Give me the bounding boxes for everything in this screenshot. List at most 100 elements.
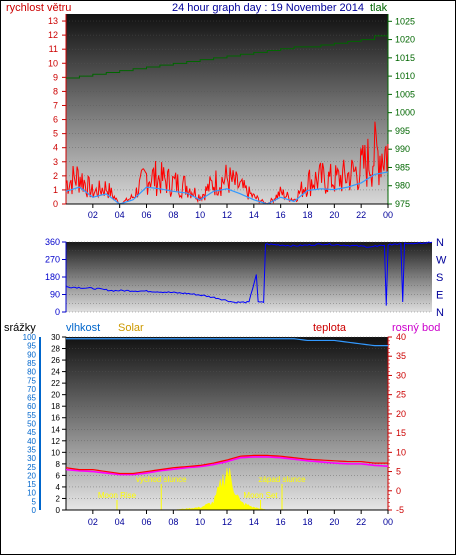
wind-axis-label: 9 — [53, 72, 58, 82]
direction-axis-label: 360 — [45, 237, 60, 247]
humidity-axis-label: 10 — [51, 448, 60, 457]
x-axis-label: 04 — [115, 517, 125, 527]
compass-label: N — [436, 237, 444, 249]
direction-axis-label: 180 — [45, 272, 60, 282]
wind-axis-label: 7 — [53, 100, 58, 110]
x-axis-label: 18 — [302, 210, 312, 220]
rain-axis-label: 60 — [27, 402, 36, 411]
humidity-axis-label: 24 — [51, 368, 60, 377]
temperature-axis-label: -5 — [396, 505, 404, 515]
x-axis-label: 20 — [329, 210, 339, 220]
humidity-axis-label: 20 — [51, 391, 60, 400]
rain-label: srážky — [4, 322, 36, 334]
x-axis-label: 22 — [356, 210, 366, 220]
compass-label: W — [436, 255, 447, 267]
wind-axis-label: 6 — [53, 115, 58, 125]
x-axis-label: 16 — [276, 210, 286, 220]
sunset-annotation: západ slunce — [258, 475, 306, 484]
temperature-axis-label: 30 — [396, 370, 406, 380]
pressure-series — [66, 34, 389, 79]
humidity-axis-label: 4 — [56, 483, 61, 492]
rain-axis-label: 75 — [27, 376, 36, 385]
rain-axis-label: 100 — [23, 333, 37, 342]
temperature-series — [65, 454, 388, 475]
direction-axis-label: 270 — [45, 255, 60, 265]
x-axis-label: 22 — [356, 517, 366, 527]
x-axis-label: 14 — [249, 210, 259, 220]
wind-axis-label: 1 — [53, 185, 58, 195]
rain-axis-label: 50 — [27, 420, 36, 429]
x-axis-label: 10 — [195, 517, 205, 527]
wind-axis-label: 5 — [53, 129, 58, 139]
rain-axis-label: 95 — [27, 342, 36, 351]
humidity-series — [66, 338, 388, 347]
direction-axis-label: 0 — [55, 307, 60, 317]
x-axis-label: 02 — [88, 210, 98, 220]
wind-direction-series — [65, 241, 433, 306]
wind-axis-label: 3 — [53, 157, 58, 167]
pressure-axis-label: 975 — [395, 199, 410, 209]
pressure-axis-label: 1000 — [395, 108, 415, 118]
wind-axis-label: 2 — [53, 171, 58, 181]
humidity-axis-label: 8 — [56, 460, 61, 469]
wind-axis-label: 13 — [48, 16, 58, 26]
humidity-axis-label: 6 — [56, 471, 61, 480]
humidity-axis-label: 12 — [51, 437, 60, 446]
compass-label: N — [436, 307, 444, 319]
x-axis-label: 12 — [222, 210, 232, 220]
rain-axis-label: 20 — [27, 471, 36, 480]
pressure-axis-label: 1005 — [395, 89, 415, 99]
compass-label: S — [436, 272, 443, 284]
temperature-axis-label: 10 — [396, 447, 406, 457]
moon-rise-annotation: Moon Rise — [98, 491, 137, 500]
rain-axis-label: 35 — [27, 445, 36, 454]
wind-axis-label: 4 — [53, 143, 58, 153]
humidity-axis-label: 2 — [56, 494, 61, 503]
humidity-axis-label: 16 — [51, 414, 60, 423]
rain-axis-label: 0 — [32, 506, 37, 515]
x-axis-label: 00 — [383, 517, 393, 527]
wind-axis-label: 8 — [53, 86, 58, 96]
pressure-axis-label: 1025 — [395, 16, 415, 26]
rain-axis-label: 10 — [27, 489, 36, 498]
wind-axis-label: 11 — [49, 44, 58, 54]
temperature-axis-label: 0 — [396, 486, 401, 496]
wind-axis-label: 12 — [48, 30, 58, 40]
temperature-axis-label: 40 — [396, 332, 406, 342]
dew-point-label: rosný bod — [392, 322, 440, 334]
humidity-axis-label: 18 — [51, 402, 60, 411]
x-axis-label: 00 — [383, 210, 393, 220]
rain-axis-label: 5 — [32, 497, 37, 506]
rain-axis-label: 80 — [27, 368, 36, 377]
pressure-axis-label: 980 — [395, 181, 410, 191]
direction-axis-label: 90 — [50, 290, 60, 300]
temperature-axis-label: 5 — [396, 467, 401, 477]
x-axis-label: 06 — [141, 210, 151, 220]
temperature-axis-label: 25 — [396, 390, 406, 400]
pressure-axis-label: 1015 — [395, 53, 415, 63]
temperature-axis-label: 20 — [396, 409, 406, 419]
x-axis-label: 16 — [276, 517, 286, 527]
dew-point-series — [65, 456, 389, 476]
sunrise-annotation: východ slunce — [136, 475, 187, 484]
temperature-label: teplota — [313, 322, 347, 334]
humidity-axis-label: 22 — [51, 379, 60, 388]
x-axis-label: 18 — [302, 517, 312, 527]
chart-title: 24 hour graph day : 19 November 2014 — [172, 2, 364, 14]
rain-axis-label: 25 — [27, 463, 36, 472]
humidity-axis-label: 28 — [51, 345, 60, 354]
x-axis-label: 04 — [115, 210, 125, 220]
humidity-axis-label: 30 — [51, 333, 60, 342]
x-axis-label: 08 — [168, 210, 178, 220]
wind-axis-label: 0 — [53, 199, 58, 209]
x-axis-label: 12 — [222, 517, 232, 527]
x-axis-label: 02 — [88, 517, 98, 527]
x-axis-label: 06 — [141, 517, 151, 527]
pressure-axis-label: 995 — [395, 126, 410, 136]
rain-axis-label: 70 — [27, 385, 36, 394]
x-axis-label: 10 — [195, 210, 205, 220]
rain-axis-label: 15 — [27, 480, 36, 489]
pressure-axis-label: 1020 — [395, 35, 415, 45]
compass-label: E — [436, 290, 443, 302]
